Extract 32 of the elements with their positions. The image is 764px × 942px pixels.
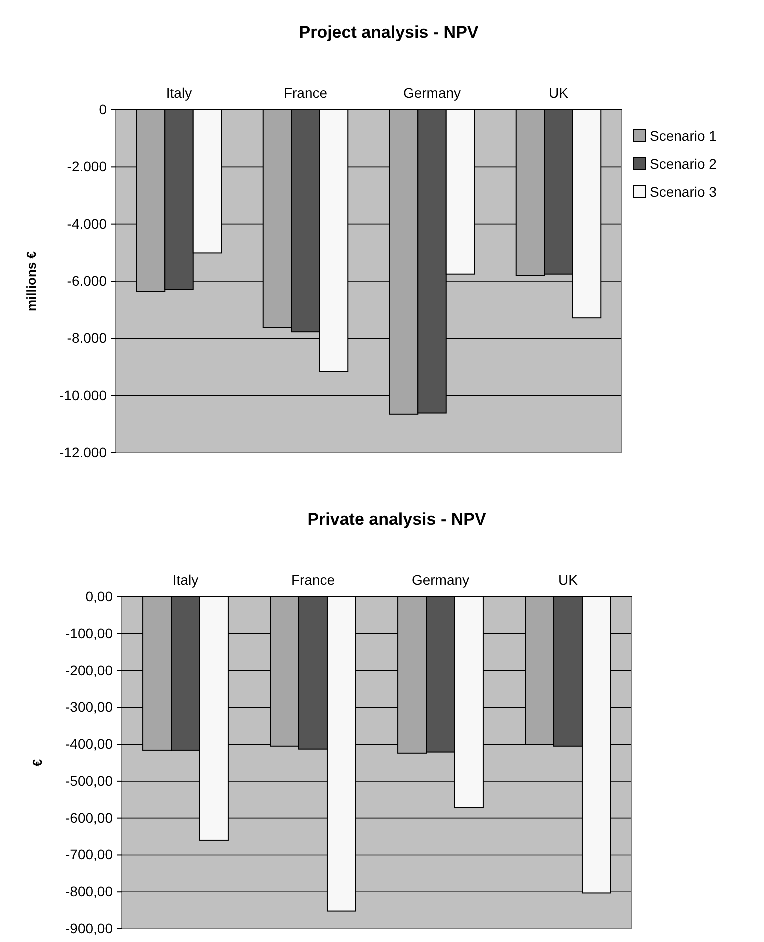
legend-label: Scenario 3 — [650, 184, 718, 200]
y-tick-label: -700,00 — [66, 846, 114, 863]
y-tick-label: -6.000 — [67, 272, 108, 289]
y-tick-label: -2.000 — [67, 158, 108, 175]
chart-title: Project analysis - NPV — [299, 23, 480, 42]
x-tick-label: Germany — [403, 85, 462, 101]
y-tick-label: -500,00 — [66, 772, 114, 789]
x-tick-label: Italy — [172, 572, 199, 588]
x-tick-label: Germany — [412, 572, 470, 588]
x-tick-label: France — [284, 85, 328, 101]
y-tick-label: 0 — [99, 101, 108, 118]
legend-label: Scenario 1 — [650, 128, 718, 144]
y-tick-label: -10.000 — [60, 387, 108, 404]
y-tick-label: -800,00 — [66, 884, 114, 900]
y-tick-label: 0,00 — [86, 588, 114, 604]
y-tick-label: -12.000 — [60, 444, 108, 460]
y-axis-title: € — [30, 759, 45, 767]
x-tick-label: UK — [558, 572, 579, 588]
legend-label: Scenario 2 — [650, 156, 718, 172]
chart-title: Private analysis - NPV — [308, 510, 487, 529]
y-tick-label: -600,00 — [66, 810, 114, 826]
y-tick-label: -100,00 — [66, 625, 114, 642]
y-tick-label: -900,00 — [66, 920, 114, 936]
x-tick-label: Italy — [166, 85, 192, 101]
y-tick-label: -400,00 — [66, 736, 114, 752]
y-axis-title: millions € — [24, 252, 39, 312]
y-tick-label: -4.000 — [67, 216, 108, 232]
x-tick-label: UK — [549, 85, 570, 101]
y-tick-label: -8.000 — [67, 330, 108, 346]
y-tick-label: -200,00 — [66, 662, 114, 678]
x-tick-label: France — [291, 572, 336, 588]
y-tick-label: -300,00 — [66, 699, 114, 716]
